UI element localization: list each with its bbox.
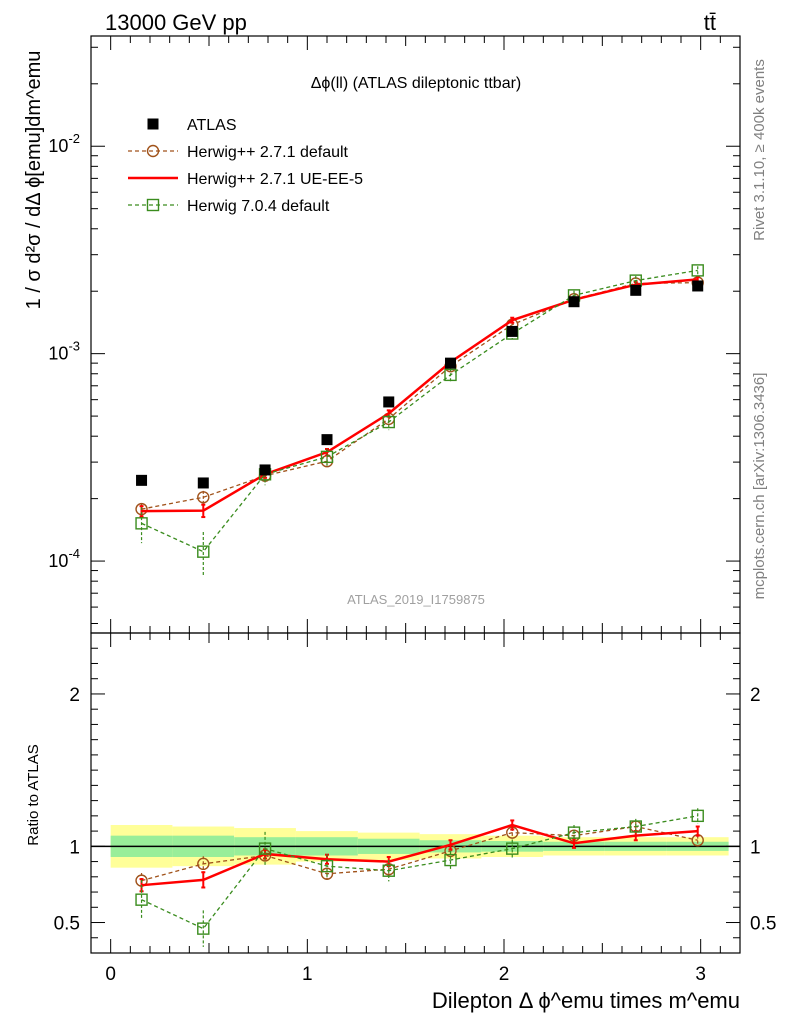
- series-line: [141, 281, 698, 510]
- y-tick-label: 10-3: [48, 339, 80, 364]
- ratio-ticks: 0.5 0.5 1 1 2 2 0 1 2 3: [54, 633, 776, 985]
- series-line: [141, 278, 698, 513]
- legend-label: Herwig++ 2.7.1 default: [187, 144, 349, 161]
- data-point: [567, 826, 581, 839]
- main-y-axis-label: 1 / σ d²σ / dΔ ϕ[emu]dm^emu: [23, 51, 45, 310]
- legend-label: Herwig 7.0.4 default: [187, 198, 330, 215]
- main-title: Δϕ(ll) (ATLAS dileptonic ttbar): [311, 75, 522, 92]
- collision-label: 13000 GeV pp: [105, 10, 247, 35]
- data-point: [197, 922, 210, 935]
- ratio-y-tick-label: 1: [750, 837, 761, 858]
- mcplots-label: mcplots.cern.ch [arXiv:1306.3436]: [751, 373, 768, 600]
- process-label: tt̄: [704, 10, 716, 35]
- data-point: [506, 842, 519, 855]
- ratio-y-tick-label: 2: [69, 685, 80, 706]
- series-line: [141, 269, 698, 553]
- data-point: [383, 396, 395, 408]
- data-point: [692, 280, 704, 292]
- analysis-watermark: ATLAS_2019_I1759875: [347, 592, 485, 607]
- data-point: [691, 809, 704, 823]
- ratio-series: [135, 808, 704, 947]
- data-point: [197, 477, 209, 489]
- ratio-y-tick-label: 1: [69, 837, 80, 858]
- series-herwig-2-7-1-default: [135, 276, 704, 516]
- ratio-y-axis-label: Ratio to ATLAS: [25, 744, 42, 845]
- data-point: [320, 867, 334, 880]
- legend-marker: [147, 118, 159, 130]
- x-tick-label: 2: [499, 964, 510, 985]
- ratio-y-tick-label: 2: [750, 685, 761, 706]
- data-point: [321, 434, 333, 446]
- series-atlas: [136, 280, 704, 489]
- rivet-label: Rivet 3.1.10, ≥ 400k events: [751, 59, 768, 241]
- main-panel: 10-4 10-3 10-2 Δϕ(ll) (ATLAS dileptonic tt…: [23, 35, 741, 634]
- legend-label: Herwig++ 2.7.1 UE-EE-5: [187, 171, 363, 188]
- data-point: [197, 491, 210, 504]
- ratio-y-tick-label: 0.5: [54, 914, 80, 935]
- data-point: [630, 284, 642, 296]
- data-point: [259, 464, 271, 476]
- legend-marker: [146, 198, 160, 212]
- legend-item: Herwig 7.0.4 default: [128, 198, 330, 215]
- data-point: [382, 415, 395, 429]
- x-tick-label: 1: [302, 964, 313, 985]
- data-point: [444, 853, 457, 867]
- y-tick-label: 10-4: [48, 546, 80, 571]
- data-point: [444, 368, 457, 382]
- data-point: [445, 357, 457, 369]
- y-tick-label: 10-2: [48, 131, 80, 156]
- legend-marker: [146, 144, 160, 158]
- series-herwig-7-0-4-default: [135, 264, 704, 577]
- series-herwig-2-7-1-ue-ee-5: [139, 276, 700, 519]
- ratio-panel: 0.5 0.5 1 1 2 2 0 1 2 3 Ratio to ATLAS Dilepton Δ…: [25, 632, 776, 1013]
- legend-label: ATLAS: [187, 117, 237, 134]
- data-point: [136, 474, 148, 486]
- data-point: [135, 517, 148, 530]
- legend-item: ATLAS: [147, 117, 237, 134]
- data-point: [629, 820, 642, 833]
- x-tick-label: 0: [105, 964, 116, 985]
- series-herwig-2-7-1-ue-ee-5: [139, 819, 700, 893]
- legend-item: Herwig++ 2.7.1 default: [128, 144, 349, 161]
- data-point: [197, 857, 210, 871]
- data-point: [197, 545, 210, 558]
- x-axis-label: Dilepton Δ ϕ^emu times m^emu: [432, 988, 740, 1013]
- legend: ATLAS Herwig++ 2.7.1 default Herwig++ 2.7.…: [128, 117, 363, 215]
- data-point: [506, 325, 518, 337]
- data-point: [568, 296, 580, 308]
- main-series: [135, 264, 704, 577]
- data-point: [258, 842, 272, 855]
- series-herwig-7-0-4-default: [135, 808, 704, 947]
- ratio-y-tick-label: 0.5: [750, 914, 776, 935]
- data-point: [320, 450, 334, 464]
- data-point: [135, 893, 148, 906]
- data-point: [382, 864, 395, 877]
- series-line: [141, 823, 698, 887]
- x-tick-label: 3: [695, 964, 706, 985]
- legend-item: Herwig++ 2.7.1 UE-EE-5: [128, 171, 363, 188]
- data-point: [320, 859, 334, 873]
- data-point: [691, 264, 704, 277]
- ratio-frame: [90, 632, 741, 954]
